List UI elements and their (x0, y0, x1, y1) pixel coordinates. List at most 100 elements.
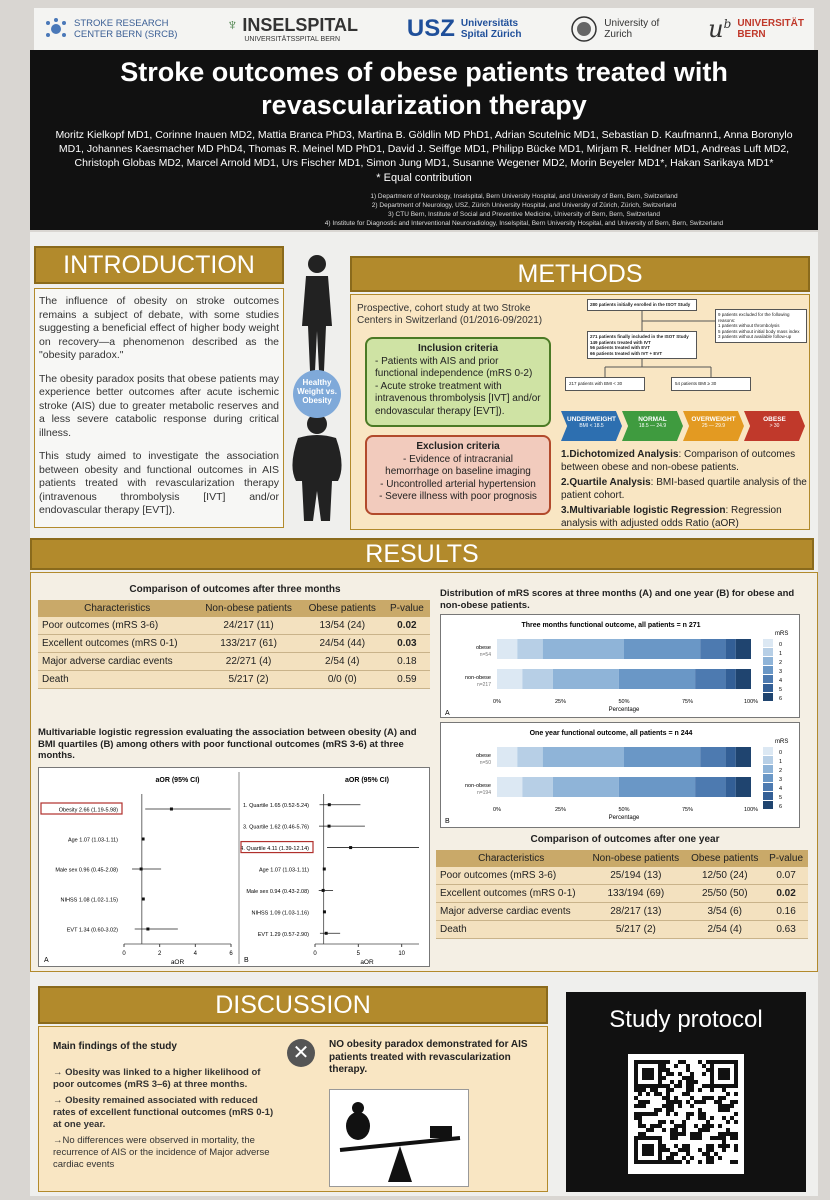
qr-module (730, 1104, 734, 1108)
qr-module (702, 1100, 706, 1104)
qr-module (702, 1128, 706, 1132)
qr-module (666, 1072, 670, 1076)
qr-code-icon (634, 1060, 738, 1164)
forest-point (322, 867, 326, 871)
qr-module (686, 1148, 690, 1152)
dist-segment (624, 747, 701, 767)
qr-module (730, 1132, 734, 1136)
qr-module (666, 1084, 670, 1088)
qr-module (690, 1072, 694, 1076)
flow-included: 271 patients finally included in the ISO… (587, 331, 697, 359)
qr-module (670, 1108, 674, 1112)
mrs-legend-label: 1 (779, 651, 782, 657)
srcb-logo: STROKE RESEARCH CENTER BERN (SRCB) (44, 17, 177, 41)
srcb-line1: STROKE RESEARCH (74, 18, 169, 29)
mrs-legend-swatch (763, 774, 773, 782)
table-cell: 2/54 (4) (300, 652, 384, 671)
table1-title: Comparison of outcomes after three month… (129, 584, 341, 595)
intro-paragraph-2: The obesity paradox posits that obese pa… (39, 372, 279, 439)
qr-module (686, 1116, 690, 1120)
table-cell: 5/217 (2) (586, 920, 686, 939)
qr-module (686, 1152, 690, 1156)
dist-tick: 50% (618, 699, 629, 705)
qr-module (666, 1100, 670, 1104)
dist-tick: 0% (493, 699, 501, 705)
table-cell: 0.63 (764, 920, 808, 939)
mrs-legend-swatch (763, 675, 773, 683)
qr-module (726, 1108, 730, 1112)
forest-tick-label: 2 (158, 951, 162, 957)
dist-row-n: n=217 (477, 682, 491, 688)
forest-label: EVT 1.29 (0.57-2.90) (258, 932, 309, 938)
qr-module (686, 1080, 690, 1084)
qr-module (726, 1144, 730, 1148)
qr-module (714, 1100, 718, 1104)
bmi-scale: UNDERWEIGHT BMI < 18.5 NORMAL 18.5 — 24.9 OV… (561, 411, 805, 441)
dist-chart-b: One year functional outcome, all patient… (445, 730, 788, 825)
qr-module (662, 1160, 666, 1164)
protocol-qr-code[interactable] (628, 1054, 744, 1174)
qr-module (690, 1136, 694, 1140)
dist-row-n: n=194 (477, 790, 491, 796)
qr-module (638, 1112, 642, 1116)
qr-module (678, 1080, 682, 1084)
dist-panel-label: B (445, 818, 450, 825)
table-cell: Major adverse cardiac events (38, 652, 197, 671)
mrs-legend-swatch (763, 792, 773, 800)
usz-logo: USZ Universitäts Spital Zürich (407, 15, 522, 43)
qr-module (682, 1124, 686, 1128)
qr-module (706, 1084, 710, 1088)
qr-module (658, 1092, 662, 1096)
dist-segment (517, 639, 543, 659)
forest-point (169, 807, 173, 811)
dist-tick: 75% (682, 807, 693, 813)
dist-segment (542, 747, 624, 767)
qr-module (710, 1116, 714, 1120)
qr-module (678, 1148, 682, 1152)
qr-module (690, 1080, 694, 1084)
table-cell: 22/271 (4) (196, 652, 301, 671)
qr-module (706, 1148, 710, 1152)
mrs-legend-swatch (763, 657, 773, 665)
mrs-legend-label: 5 (779, 687, 782, 693)
exclusion-text: - Evidence of intracranial hemorrhage on… (379, 453, 537, 503)
qr-module (718, 1124, 722, 1128)
qr-module (646, 1100, 650, 1104)
table-cell: Poor outcomes (mRS 3-6) (38, 617, 197, 635)
title-banner: Stroke outcomes of obese patients treate… (30, 50, 818, 230)
mrs-legend-label: 0 (779, 642, 782, 648)
qr-module (634, 1096, 638, 1100)
forest-label: EVT 1.34 (0.60-3.02) (67, 928, 118, 934)
dist-segment (552, 777, 619, 797)
qr-module (674, 1100, 678, 1104)
insel-emblem-icon: ♆ (226, 16, 239, 34)
qr-module (690, 1096, 694, 1100)
dist-segment (497, 777, 523, 797)
table-cell: Excellent outcomes (mRS 0-1) (38, 634, 197, 653)
study-design: Prospective, cohort study at two Stroke … (357, 303, 543, 326)
qr-module (718, 1096, 722, 1100)
flow-nonobese: 217 patients with BMI < 30 (565, 377, 645, 391)
qr-module (734, 1132, 738, 1136)
forest-point (141, 897, 145, 901)
dist-segment (522, 669, 553, 689)
flow-obese: 54 patients BMI ≥ 30 (671, 377, 751, 391)
qr-module (670, 1072, 674, 1076)
dist-tick: 25% (555, 699, 566, 705)
qr-module (690, 1112, 694, 1116)
body-silhouettes-icon (292, 255, 342, 521)
insel-name: INSELSPITAL (242, 15, 358, 35)
qr-module (718, 1136, 722, 1140)
qr-module (642, 1132, 646, 1136)
qr-module (698, 1136, 702, 1140)
mrs-legend-label: 4 (779, 786, 782, 792)
t1-col-p: P-value (383, 600, 430, 617)
dist-title: Distribution of mRS scores at three mont… (440, 588, 795, 611)
bmi-label: NORMAL (638, 416, 667, 423)
dist-tick: 75% (682, 699, 693, 705)
analysis-3-text: : Regression analysis with adjusted odds… (561, 505, 782, 529)
analysis-list: 1.Dichotomized Analysis: Comparison of o… (561, 449, 807, 530)
flow-excluded: 9 patients excluded for the following re… (715, 309, 807, 343)
table-cell: 133/194 (69) (586, 884, 686, 903)
dist-panel-label: A (445, 710, 450, 717)
